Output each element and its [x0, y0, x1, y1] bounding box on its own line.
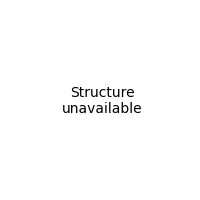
Text: Structure
unavailable: Structure unavailable: [62, 86, 143, 116]
